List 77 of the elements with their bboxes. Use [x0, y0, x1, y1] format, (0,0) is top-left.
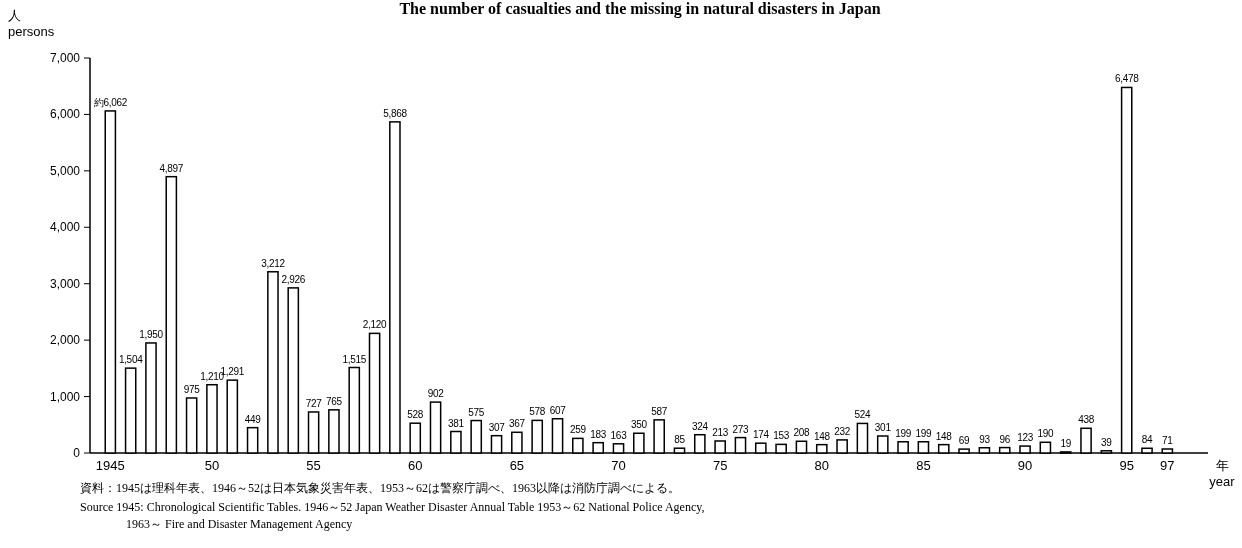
data-label: 449: [244, 413, 262, 425]
data-label: 1,950: [139, 328, 164, 340]
data-label: 2,926: [281, 273, 306, 285]
data-label: 190: [1037, 428, 1055, 440]
data-label: 324: [691, 420, 709, 432]
y-tick-label: 6,000: [49, 107, 81, 122]
data-label: 232: [834, 425, 851, 437]
x-tick-label: 95: [1119, 458, 1134, 473]
data-label: 163: [610, 429, 628, 441]
x-tick-label: 50: [204, 458, 220, 473]
data-label: 1,504: [118, 354, 144, 366]
data-label: 174: [752, 429, 770, 441]
data-label: 5,868: [383, 107, 408, 119]
data-label: 273: [732, 423, 750, 435]
x-tick-label: 60: [408, 458, 423, 473]
data-label: 123: [1017, 432, 1034, 444]
data-label: 213: [712, 426, 729, 438]
data-label: 587: [651, 405, 668, 417]
data-label: 902: [427, 388, 445, 400]
x-tick-label: 1945: [95, 458, 125, 473]
data-label: 199: [915, 427, 933, 439]
data-label: 575: [468, 406, 485, 418]
data-label: 85: [674, 434, 686, 446]
data-label: 153: [773, 430, 790, 442]
x-tick-label: 70: [611, 458, 626, 473]
data-label: 148: [935, 430, 953, 442]
data-label: 183: [590, 428, 607, 440]
data-label: 3,212: [261, 257, 286, 269]
data-label: 208: [793, 427, 811, 439]
y-axis-title: 人 persons: [8, 8, 55, 39]
chart-title: The number of casualties and the missing in natural disasters in Japan: [399, 0, 881, 18]
data-label: 1,515: [342, 353, 367, 365]
x-axis-title: 年 year: [1209, 458, 1236, 489]
data-label: 307: [488, 421, 506, 433]
data-label: 93: [979, 433, 991, 445]
data-label: 199: [895, 427, 912, 439]
data-label: 765: [326, 395, 343, 407]
data-label: 4,897: [159, 162, 184, 174]
y-tick-label: 5,000: [49, 163, 81, 178]
data-label: 607: [549, 404, 567, 416]
data-label: 524: [854, 409, 872, 421]
x-tick-label: 75: [712, 458, 728, 473]
data-label: 528: [407, 409, 424, 421]
data-label: 367: [508, 418, 526, 430]
y-tick-label: 2,000: [49, 333, 81, 348]
y-tick-label: 4,000: [49, 220, 81, 235]
data-label: 438: [1078, 414, 1095, 426]
data-label: 2,120: [362, 319, 388, 331]
y-tick-label: 7,000: [49, 51, 81, 65]
x-tick-label: 90: [1017, 458, 1033, 473]
data-label: 578: [529, 406, 546, 418]
data-label: 6,478: [1114, 73, 1140, 85]
y-tick-label: 0: [73, 446, 81, 460]
data-label: 148: [813, 430, 831, 442]
data-label: 約6,062: [93, 96, 128, 108]
data-label: 84: [1141, 434, 1154, 446]
data-label: 301: [874, 422, 892, 434]
data-label: 69: [958, 435, 971, 447]
x-tick-label: 65: [509, 458, 525, 473]
data-label: 19: [1060, 437, 1072, 449]
data-label: 259: [569, 424, 587, 436]
data-label: 350: [630, 419, 648, 431]
data-label: 96: [999, 433, 1011, 445]
data-label: 381: [447, 417, 465, 429]
x-tick-label: 80: [814, 458, 830, 473]
text: 資料：1945は理科年表、1946～52は日本気象災害年表、1953～62は警察庁調べ、1963以降は消防庁調べによる。: [80, 481, 680, 495]
data-label: 71: [1162, 434, 1174, 446]
data-label: 727: [305, 397, 323, 409]
data-label: 39: [1101, 436, 1113, 448]
data-label: 975: [183, 383, 201, 395]
x-tick-label: 85: [916, 458, 931, 473]
text: 1963～ Fire and Disaster Management Agency: [126, 517, 353, 531]
y-tick-label: 1,000: [49, 389, 81, 404]
x-tick-label: 97: [1160, 458, 1175, 473]
source-note: Source 1945: Chronological Scientific Tables. 1946～52 Japan Weather Disaster Annual Table 1953～62 National Police Agency,: [80, 500, 705, 514]
y-tick-label: 3,000: [49, 276, 81, 291]
x-tick-label: 55: [306, 458, 321, 473]
